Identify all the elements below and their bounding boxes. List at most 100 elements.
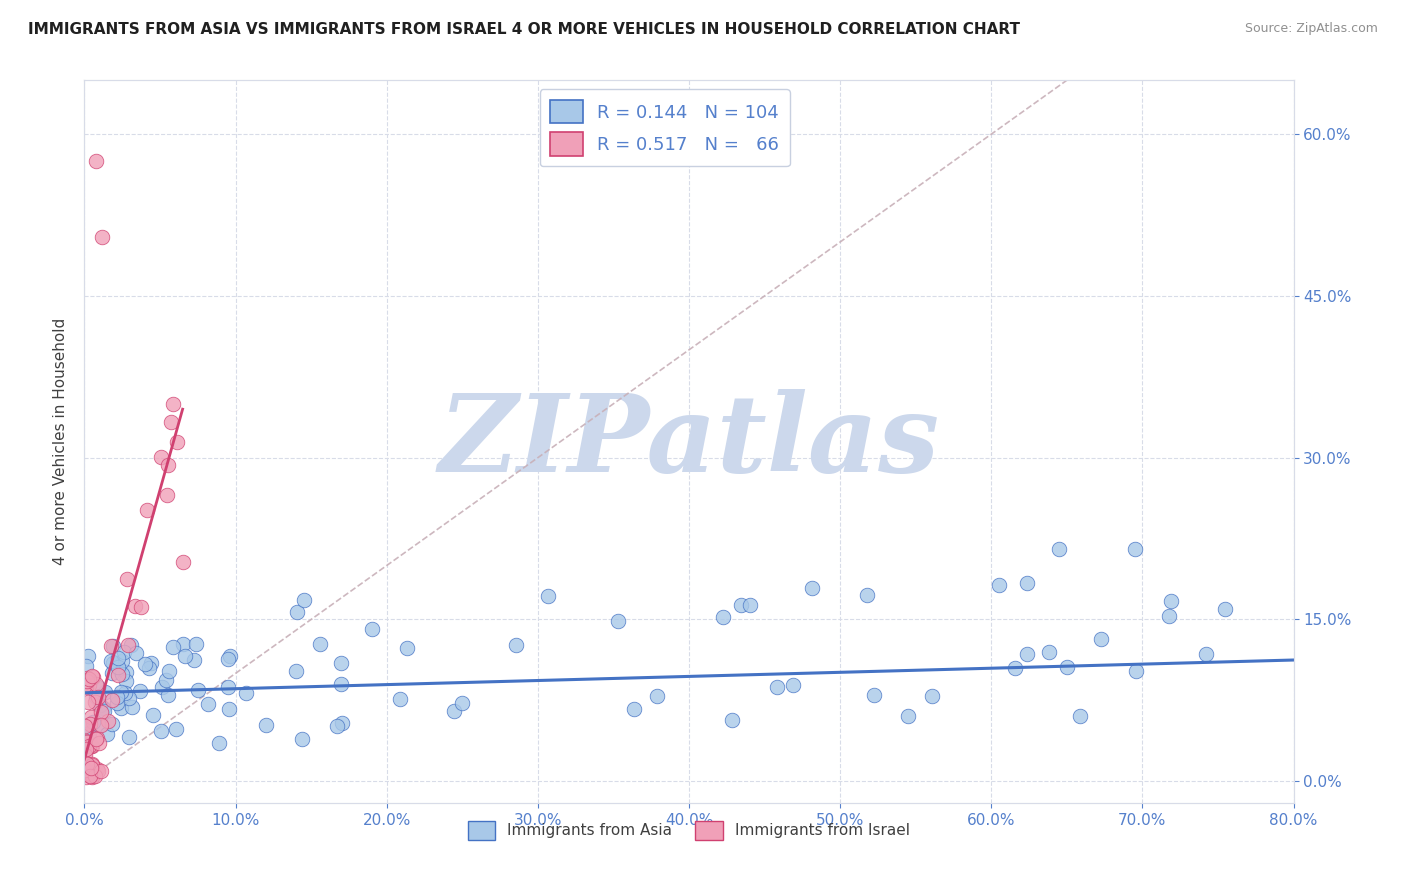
Point	[711, 610, 734, 624]
Point	[73, 738, 96, 752]
Point	[87, 718, 110, 732]
Point	[107, 660, 129, 674]
Point	[1125, 664, 1147, 678]
Point	[79, 717, 101, 731]
Point	[110, 685, 132, 699]
Point	[121, 699, 143, 714]
Point	[134, 657, 156, 672]
Point	[86, 690, 108, 705]
Point	[75, 734, 97, 748]
Point	[801, 581, 824, 595]
Point	[80, 756, 103, 771]
Point	[309, 637, 332, 651]
Point	[451, 696, 474, 710]
Point	[77, 768, 100, 782]
Point	[150, 680, 173, 694]
Point	[76, 735, 98, 749]
Point	[607, 614, 630, 628]
Point	[82, 670, 104, 684]
Point	[129, 600, 152, 615]
Point	[155, 673, 177, 687]
Point	[89, 698, 111, 712]
Point	[76, 671, 98, 685]
Point	[623, 702, 645, 716]
Point	[396, 640, 419, 655]
Point	[110, 701, 132, 715]
Point	[75, 771, 97, 785]
Point	[330, 656, 353, 670]
Point	[921, 689, 943, 703]
Point	[118, 731, 141, 745]
Point	[73, 719, 96, 733]
Point	[107, 668, 129, 682]
Point	[329, 677, 352, 691]
Point	[165, 722, 187, 736]
Point	[1159, 609, 1181, 624]
Point	[94, 685, 117, 699]
Point	[91, 701, 114, 715]
Point	[115, 673, 138, 688]
Point	[90, 705, 112, 719]
Point	[730, 598, 752, 612]
Point	[108, 662, 131, 676]
Point	[1195, 647, 1218, 661]
Point	[1038, 645, 1060, 659]
Point	[101, 716, 124, 731]
Point	[218, 702, 240, 716]
Point	[157, 688, 180, 702]
Point	[86, 731, 108, 745]
Point	[1004, 661, 1026, 675]
Point	[389, 691, 412, 706]
Legend: Immigrants from Asia, Immigrants from Israel: Immigrants from Asia, Immigrants from Is…	[461, 815, 917, 846]
Point	[217, 680, 239, 694]
Point	[90, 718, 112, 732]
Point	[124, 599, 146, 613]
Point	[86, 690, 108, 704]
Point	[77, 739, 100, 753]
Point	[505, 639, 527, 653]
Point	[84, 677, 107, 691]
Point	[82, 714, 104, 729]
Point	[128, 684, 150, 698]
Point	[330, 716, 353, 731]
Point	[117, 638, 139, 652]
Point	[537, 590, 560, 604]
Point	[1015, 576, 1038, 591]
Point	[76, 680, 98, 694]
Point	[84, 731, 107, 746]
Point	[155, 488, 177, 502]
Point	[361, 623, 384, 637]
Point	[217, 652, 239, 666]
Point	[80, 770, 103, 784]
Point	[75, 747, 97, 762]
Point	[254, 718, 277, 732]
Point	[120, 639, 142, 653]
Point	[184, 637, 207, 651]
Point	[115, 572, 138, 586]
Point	[82, 669, 104, 683]
Point	[285, 664, 308, 678]
Point	[110, 667, 132, 681]
Point	[172, 637, 194, 651]
Text: Source: ZipAtlas.com: Source: ZipAtlas.com	[1244, 22, 1378, 36]
Point	[1015, 647, 1038, 661]
Point	[235, 686, 257, 700]
Point	[84, 695, 107, 709]
Point	[80, 768, 103, 782]
Point	[111, 654, 134, 668]
Text: IMMIGRANTS FROM ASIA VS IMMIGRANTS FROM ISRAEL 4 OR MORE VEHICLES IN HOUSEHOLD C: IMMIGRANTS FROM ASIA VS IMMIGRANTS FROM …	[28, 22, 1021, 37]
Point	[75, 756, 97, 771]
Point	[76, 673, 98, 688]
Point	[325, 718, 347, 732]
Point	[77, 678, 100, 692]
Point	[720, 713, 742, 727]
Point	[100, 654, 122, 668]
Point	[1213, 602, 1236, 616]
Point	[80, 709, 103, 723]
Point	[208, 736, 231, 750]
Point	[782, 678, 804, 692]
Point	[115, 665, 138, 679]
Point	[162, 640, 184, 654]
Point	[77, 648, 100, 663]
Point	[138, 661, 160, 675]
